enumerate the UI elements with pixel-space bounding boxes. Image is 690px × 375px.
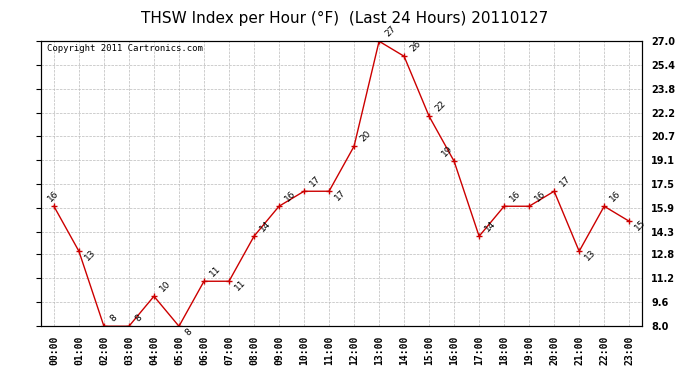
- Text: 11: 11: [208, 264, 223, 279]
- Text: 16: 16: [533, 189, 548, 204]
- Text: 14: 14: [483, 219, 497, 234]
- Text: 26: 26: [408, 39, 423, 54]
- Text: 17: 17: [308, 174, 323, 189]
- Text: 16: 16: [609, 189, 623, 204]
- Text: 27: 27: [383, 24, 397, 39]
- Text: 16: 16: [283, 189, 297, 204]
- Text: 16: 16: [46, 189, 60, 204]
- Text: 13: 13: [83, 248, 97, 262]
- Text: 8: 8: [133, 313, 144, 324]
- Text: 22: 22: [433, 99, 448, 114]
- Text: 8: 8: [183, 327, 194, 338]
- Text: Copyright 2011 Cartronics.com: Copyright 2011 Cartronics.com: [48, 44, 204, 53]
- Text: 15: 15: [633, 218, 648, 232]
- Text: 19: 19: [440, 144, 455, 159]
- Text: 17: 17: [333, 188, 348, 202]
- Text: THSW Index per Hour (°F)  (Last 24 Hours) 20110127: THSW Index per Hour (°F) (Last 24 Hours)…: [141, 11, 549, 26]
- Text: 8: 8: [108, 313, 119, 324]
- Text: 17: 17: [558, 174, 573, 189]
- Text: 16: 16: [509, 189, 523, 204]
- Text: 11: 11: [233, 278, 248, 292]
- Text: 10: 10: [158, 279, 172, 294]
- Text: 13: 13: [583, 248, 598, 262]
- Text: 14: 14: [258, 219, 273, 234]
- Text: 20: 20: [358, 129, 373, 144]
